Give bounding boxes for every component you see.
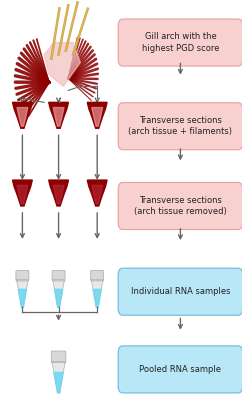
Polygon shape	[17, 108, 28, 126]
Polygon shape	[87, 102, 107, 128]
Polygon shape	[17, 280, 28, 307]
Polygon shape	[49, 180, 68, 206]
FancyBboxPatch shape	[16, 270, 29, 281]
Text: Transverse sections
(arch tissue removed): Transverse sections (arch tissue removed…	[134, 196, 227, 216]
Text: Transverse sections
(arch tissue + filaments): Transverse sections (arch tissue + filam…	[128, 116, 232, 136]
Polygon shape	[92, 280, 103, 307]
Text: Pooled RNA sample: Pooled RNA sample	[139, 365, 221, 374]
Text: Gill arch with the
highest PGD score: Gill arch with the highest PGD score	[142, 32, 219, 53]
Polygon shape	[92, 108, 103, 126]
FancyBboxPatch shape	[118, 346, 243, 393]
FancyBboxPatch shape	[52, 270, 65, 281]
Polygon shape	[13, 180, 32, 206]
Polygon shape	[54, 372, 63, 393]
FancyBboxPatch shape	[118, 268, 243, 315]
Polygon shape	[92, 185, 103, 204]
FancyBboxPatch shape	[118, 19, 243, 66]
Polygon shape	[49, 102, 68, 128]
Polygon shape	[52, 362, 65, 393]
Polygon shape	[55, 289, 63, 307]
FancyBboxPatch shape	[51, 351, 66, 363]
FancyBboxPatch shape	[91, 270, 104, 281]
Polygon shape	[53, 280, 64, 307]
Polygon shape	[44, 42, 80, 86]
Polygon shape	[13, 102, 32, 128]
Polygon shape	[17, 185, 28, 204]
Polygon shape	[53, 108, 64, 126]
Polygon shape	[18, 289, 27, 307]
Text: Individual RNA samples: Individual RNA samples	[131, 287, 230, 296]
FancyBboxPatch shape	[118, 103, 243, 150]
Polygon shape	[93, 289, 101, 307]
Polygon shape	[53, 185, 64, 204]
Polygon shape	[87, 180, 107, 206]
FancyBboxPatch shape	[118, 182, 243, 230]
